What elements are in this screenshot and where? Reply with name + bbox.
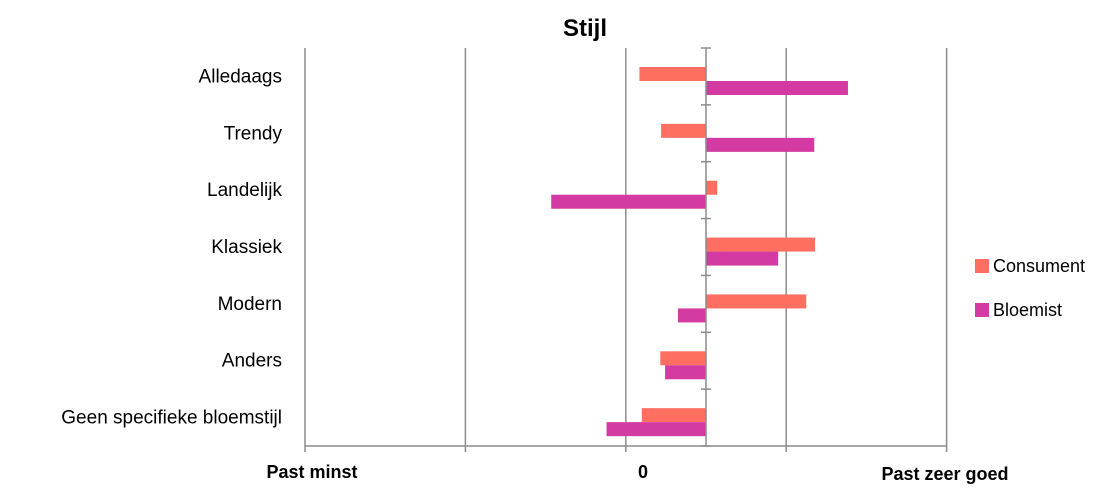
legend: Consument Bloemist (975, 256, 1085, 320)
category-label-6: Geen specifieke bloemstijl (61, 408, 282, 429)
gridlines (304, 48, 948, 446)
bar-bloemist-0 (706, 81, 848, 95)
category-label-0: Alledaags (199, 66, 282, 87)
bar-consument-2 (706, 180, 718, 195)
bar-bloemist-3 (706, 251, 779, 266)
legend-label-bloemist: Bloemist (993, 300, 1062, 320)
legend-swatch-bloemist (975, 303, 989, 317)
x-tick-label-left: Past minst (266, 462, 357, 482)
legend-swatch-consument (975, 259, 989, 273)
bar-bloemist-4 (677, 308, 706, 323)
bar-consument-4 (706, 294, 807, 309)
category-label-2: Landelijk (207, 180, 282, 201)
x-tick-label-right: Past zeer goed (881, 464, 1008, 484)
axes (304, 47, 948, 452)
bar-bloemist-1 (706, 137, 815, 152)
category-label-4: Modern (218, 294, 282, 315)
bar-consument-3 (706, 237, 816, 252)
bar-consument-1 (661, 123, 706, 138)
category-label-1: Trendy (224, 123, 283, 144)
category-labels: Alledaags Trendy Landelijk Klassiek Modern An… (61, 66, 282, 428)
legend-label-consument: Consument (993, 256, 1085, 276)
category-label-5: Anders (222, 351, 282, 372)
x-tick-label-center: 0 (638, 462, 648, 482)
bar-consument-5 (660, 351, 706, 366)
bars (551, 67, 848, 437)
category-label-3: Klassiek (211, 237, 282, 258)
bar-bloemist-6 (606, 422, 706, 437)
bar-bloemist-5 (665, 365, 706, 380)
chart-title: Stijl (563, 15, 607, 42)
bar-consument-6 (641, 408, 706, 423)
bar-bloemist-2 (551, 194, 706, 209)
bar-consument-0 (639, 67, 706, 81)
